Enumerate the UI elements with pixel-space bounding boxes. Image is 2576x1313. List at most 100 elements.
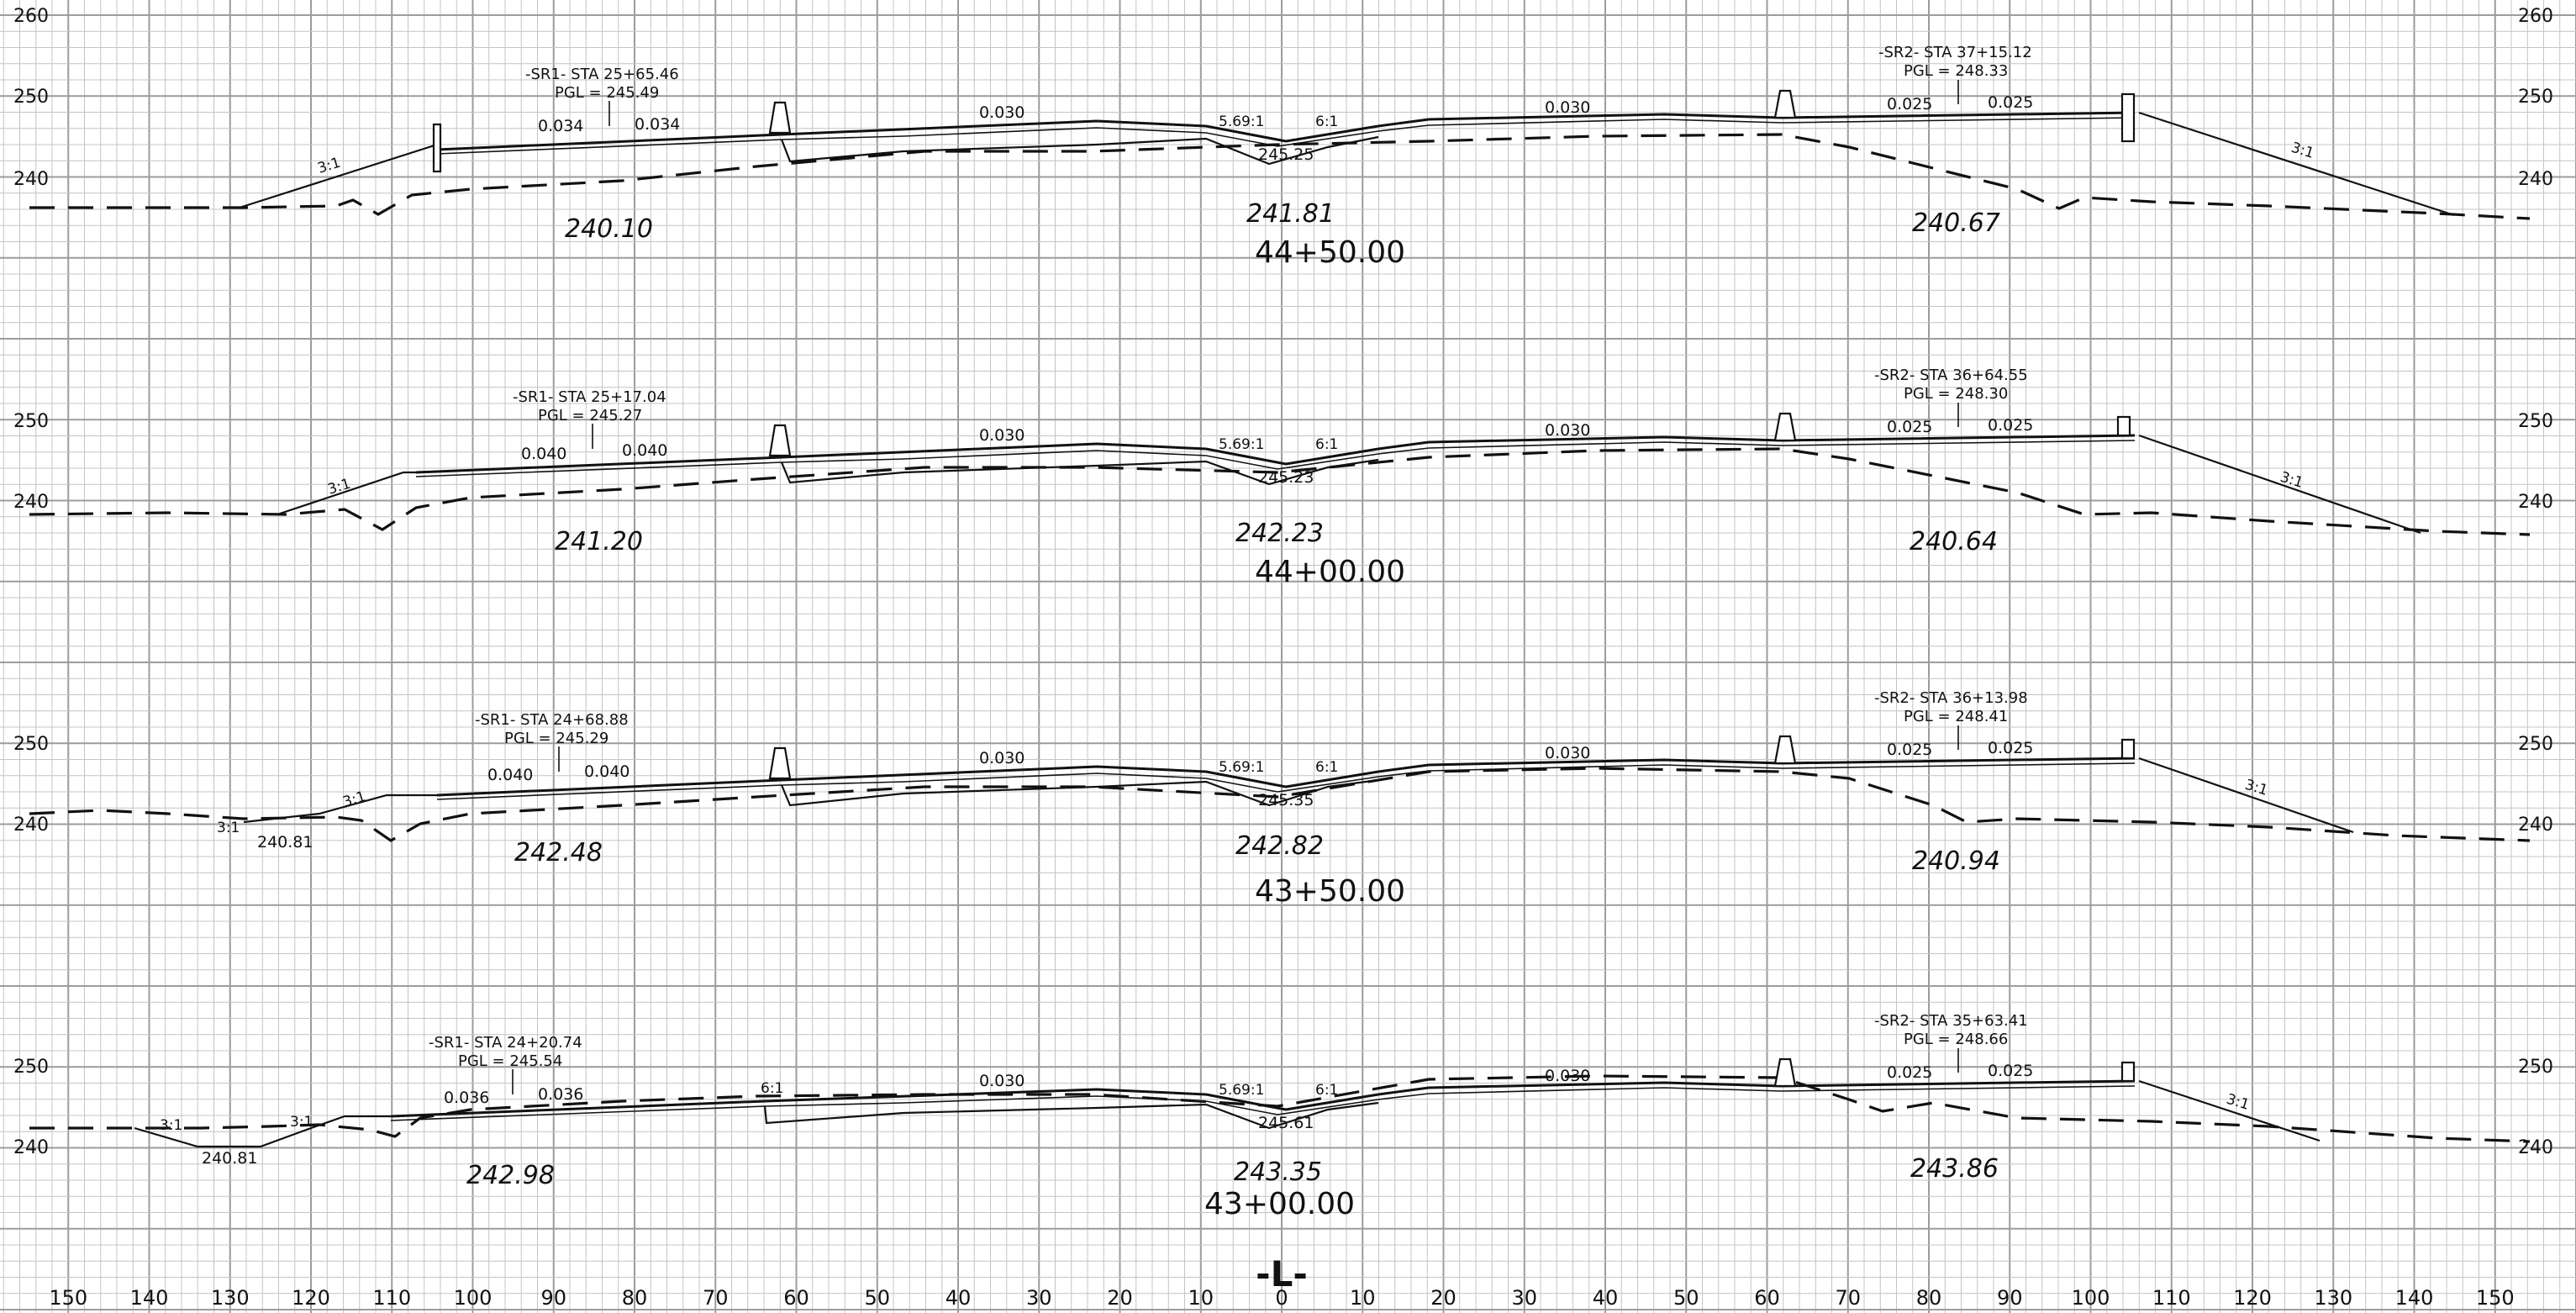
- offset-label: 140: [2395, 1286, 2434, 1310]
- elevation-label: 240: [13, 815, 49, 836]
- median-slope-right: 6:1: [1315, 759, 1338, 776]
- sr1-grade-left: 0.040: [521, 445, 566, 463]
- station-label: 44+00.00: [1255, 555, 1405, 589]
- left-fill-slope-label: 3:1: [326, 476, 353, 498]
- cross-section-43-50: -SR1- STA 24+68.88 PGL = 245.29 0.040 0.…: [29, 689, 2531, 909]
- offset-label: 30: [1511, 1286, 1537, 1310]
- elevation-label: 250: [2518, 734, 2553, 755]
- sr1-station-label: -SR1- STA 24+68.88: [475, 711, 629, 729]
- sr2-grade-left: 0.025: [1887, 95, 1932, 113]
- main-grade-right: 0.030: [1545, 98, 1590, 117]
- elevation-label: 250: [2518, 411, 2553, 432]
- extra-elevation-label: 240.81: [257, 833, 313, 852]
- elevation-label: 260: [2518, 6, 2553, 27]
- sr2-grade-left: 0.025: [1887, 418, 1932, 436]
- elevation-label: 240: [2518, 815, 2553, 836]
- ground-elevation-center: 243.35: [1234, 1157, 1322, 1187]
- ground-elevation-center: 242.82: [1235, 831, 1324, 861]
- offset-label: 60: [1754, 1286, 1780, 1310]
- offset-label: 40: [946, 1286, 972, 1310]
- offset-label: 110: [2152, 1286, 2191, 1310]
- median-slope-right: 6:1: [1315, 1082, 1338, 1099]
- extra-elevation-label: 240.81: [202, 1149, 257, 1168]
- median-barrier-right: [1773, 1057, 1797, 1088]
- sr1-grade-right: 0.040: [584, 762, 630, 781]
- left-fill-slope-label: 3:1: [316, 155, 343, 177]
- left-edge-barrier: [432, 123, 442, 173]
- median-slope-left: 5.69:1: [1219, 436, 1264, 453]
- roadway-template: [436, 757, 2136, 797]
- elevation-label: 250: [2518, 1057, 2553, 1078]
- offset-label: 110: [372, 1286, 411, 1310]
- offset-label: 150: [2476, 1286, 2515, 1310]
- median-slope-right: 6:1: [1315, 436, 1338, 453]
- ground-elevation-right: 243.86: [1910, 1154, 1999, 1184]
- sr1-grade-right: 0.036: [538, 1085, 583, 1104]
- extra-slope-label-2: 6:1: [761, 1080, 783, 1097]
- main-grade-left: 0.030: [979, 426, 1025, 445]
- main-grade-left: 0.030: [979, 103, 1025, 122]
- sr1-station-label: -SR1- STA 25+65.46: [525, 66, 679, 83]
- median-barrier-right: [1773, 735, 1797, 765]
- left-fill-slope: [277, 471, 416, 516]
- right-fill-slope-label: 3:1: [2289, 140, 2316, 162]
- elevation-label: 250: [13, 87, 49, 108]
- sr2-pgl-label: PGL = 248.66: [1904, 1031, 2008, 1048]
- ground-elevation-center: 241.81: [1246, 199, 1335, 229]
- right-edge-barrier: [2120, 1061, 2136, 1083]
- station-label: 44+50.00: [1255, 235, 1405, 270]
- elevation-labels-left: 260 250 240 250 240 250 240 250 240: [13, 6, 49, 1158]
- offset-label: 80: [1916, 1286, 1942, 1310]
- main-grade-right: 0.030: [1545, 744, 1590, 762]
- sr2-pgl-label: PGL = 248.30: [1904, 385, 2008, 403]
- right-fill-slope: [2138, 434, 2421, 535]
- sr1-pgl-label: PGL = 245.54: [458, 1052, 562, 1070]
- sr2-grade-right: 0.025: [1988, 739, 2033, 757]
- right-fill-slope: [2138, 111, 2455, 217]
- existing-ground-line: [29, 133, 2531, 220]
- elevation-label: 240: [2518, 169, 2553, 190]
- left-subgrade: [780, 778, 1379, 807]
- elevation-label: 250: [13, 411, 49, 432]
- elevation-label: 250: [2518, 87, 2553, 108]
- offset-label: 130: [2314, 1286, 2352, 1310]
- elevation-label: 240: [2518, 1137, 2553, 1158]
- main-grade-left: 0.030: [979, 1072, 1025, 1090]
- median-slope-right: 6:1: [1315, 113, 1338, 130]
- sr2-grade-right: 0.025: [1988, 416, 2033, 435]
- ground-elevation-left: 241.20: [555, 527, 643, 556]
- sr2-station-label: -SR2- STA 36+64.55: [1874, 366, 2028, 384]
- right-edge-barrier: [2120, 738, 2136, 760]
- elevation-label: 240: [13, 169, 49, 190]
- median-slope-left: 5.69:1: [1219, 113, 1264, 130]
- sr1-grade-left: 0.040: [487, 766, 533, 784]
- offset-label: 0: [1275, 1286, 1288, 1310]
- offset-label: 120: [292, 1286, 330, 1310]
- existing-ground-line: [29, 447, 2531, 536]
- offset-label: 100: [2072, 1286, 2110, 1310]
- offset-label: 10: [1350, 1286, 1376, 1310]
- main-grade-right: 0.030: [1545, 1067, 1590, 1085]
- right-fill-slope: [2138, 757, 2354, 834]
- offset-label: 20: [1430, 1286, 1457, 1310]
- cross-section-44-50: -SR1- STA 25+65.46 PGL = 245.49 0.034 0.…: [29, 44, 2531, 270]
- extra-slope-label: 3:1: [217, 820, 240, 836]
- sr2-grade-right: 0.025: [1988, 93, 2033, 112]
- roadway-template: [436, 111, 2136, 151]
- right-fill-slope: [2138, 1079, 2321, 1142]
- sr1-pgl-label: PGL = 245.49: [555, 84, 659, 102]
- centerline-label: -L-: [1256, 1253, 1308, 1295]
- sr2-pgl-label: PGL = 248.33: [1904, 62, 2008, 80]
- sr2-grade-left: 0.025: [1887, 1063, 1932, 1082]
- left-fill-slope-label: 3:1: [290, 1114, 313, 1131]
- offset-label: 130: [211, 1286, 250, 1310]
- roadway-subgrade: [415, 440, 2136, 477]
- offset-label: 50: [864, 1286, 890, 1310]
- cross-section-43-00: -SR1- STA 24+20.74 PGL = 245.54 0.036 0.…: [29, 1012, 2531, 1221]
- ground-elevation-center: 242.23: [1235, 519, 1324, 548]
- median-barrier-left: [768, 746, 792, 780]
- sr1-grade-left: 0.034: [538, 117, 583, 135]
- offset-label: 100: [454, 1286, 493, 1310]
